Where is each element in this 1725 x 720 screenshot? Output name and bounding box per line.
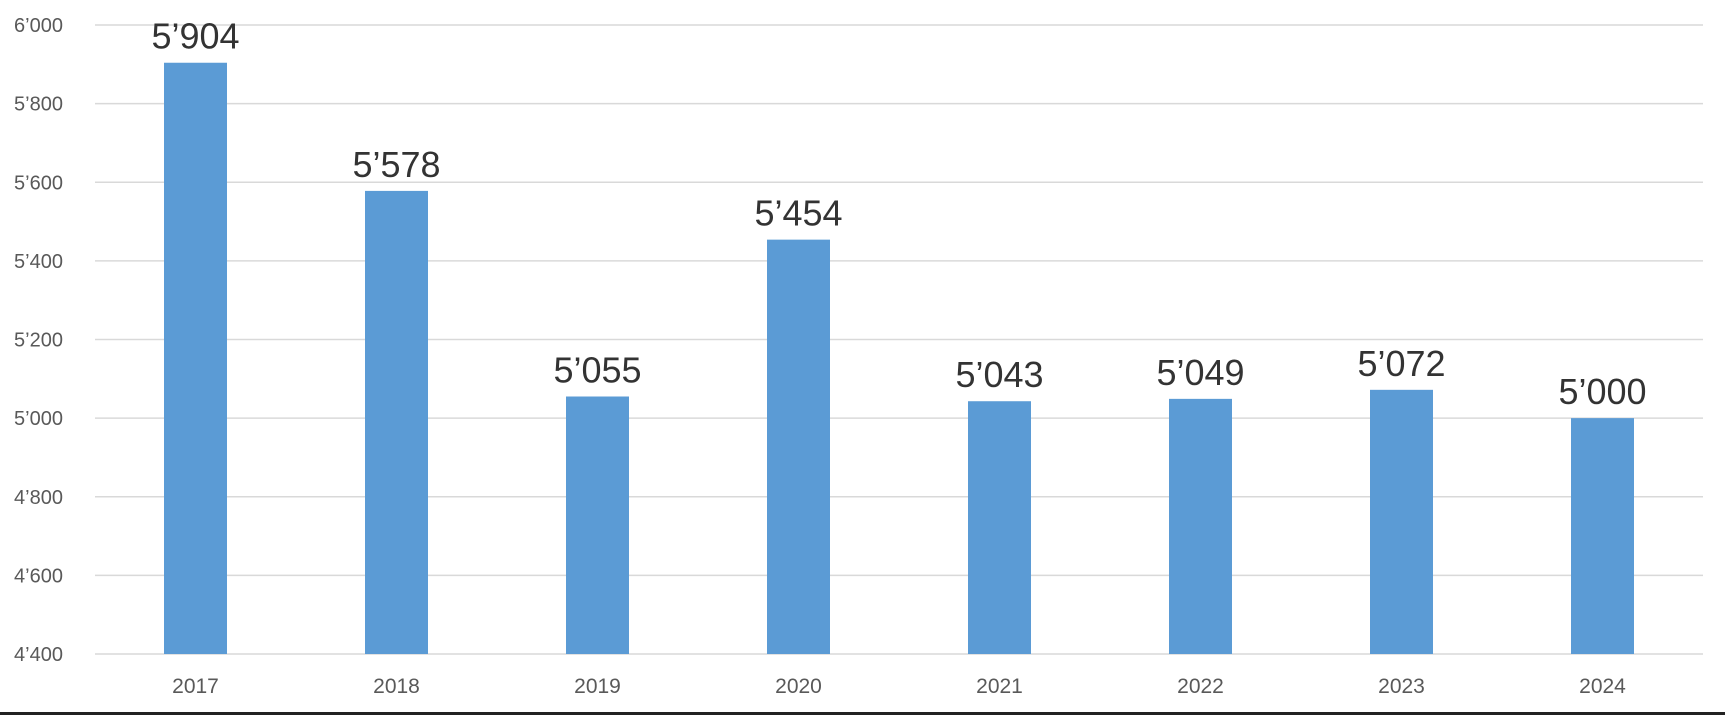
x-tick-label-2024: 2024 <box>1579 675 1626 698</box>
y-tick-label: 4’600 <box>14 565 63 587</box>
bar-2021 <box>968 401 1031 654</box>
y-tick-label: 4’800 <box>14 487 63 509</box>
bar-2023 <box>1370 389 1433 654</box>
data-label-2019: 5’055 <box>553 350 641 391</box>
y-tick-label: 5’000 <box>14 408 63 430</box>
data-label-2020: 5’454 <box>754 193 842 234</box>
bars <box>164 62 1634 655</box>
bar-2017 <box>164 62 227 655</box>
x-tick-label-2023: 2023 <box>1378 675 1425 698</box>
bottom-border <box>0 712 1725 715</box>
data-label-2021: 5’043 <box>955 354 1043 395</box>
bar-2020 <box>767 239 830 655</box>
y-tick-label: 4’400 <box>14 644 63 666</box>
x-tick-label-2020: 2020 <box>775 675 822 698</box>
y-tick-label: 5’400 <box>14 251 63 273</box>
data-label-2017: 5’904 <box>151 16 239 57</box>
x-tick-label-2017: 2017 <box>172 675 219 698</box>
y-tick-label: 5’800 <box>14 94 63 116</box>
y-tick-label: 6’000 <box>14 15 63 37</box>
data-labels: 5’904 5’578 5’055 5’454 5’043 5’049 5’072 5’000 <box>151 16 1646 412</box>
y-tick-label: 5’200 <box>14 330 63 352</box>
bar-2022 <box>1169 398 1232 654</box>
data-label-2024: 5’000 <box>1558 371 1646 412</box>
x-axis-ticks: 2017 2018 2019 2020 2021 2022 2023 2024 <box>172 675 1626 698</box>
data-label-2023: 5’072 <box>1357 343 1445 384</box>
x-tick-label-2019: 2019 <box>574 675 621 698</box>
y-axis-ticks: 4’400 4’600 4’800 5’000 5’200 5’400 5’600 5’800… <box>14 15 63 666</box>
x-tick-label-2021: 2021 <box>976 675 1023 698</box>
x-tick-label-2022: 2022 <box>1177 675 1224 698</box>
x-tick-label-2018: 2018 <box>373 675 420 698</box>
data-label-2022: 5’049 <box>1156 352 1244 393</box>
gridlines <box>95 24 1703 655</box>
data-label-2018: 5’578 <box>352 144 440 185</box>
y-tick-label: 5’600 <box>14 172 63 194</box>
bar-2019 <box>566 396 629 654</box>
bar-2018 <box>365 190 428 654</box>
bar-2024 <box>1571 418 1634 654</box>
